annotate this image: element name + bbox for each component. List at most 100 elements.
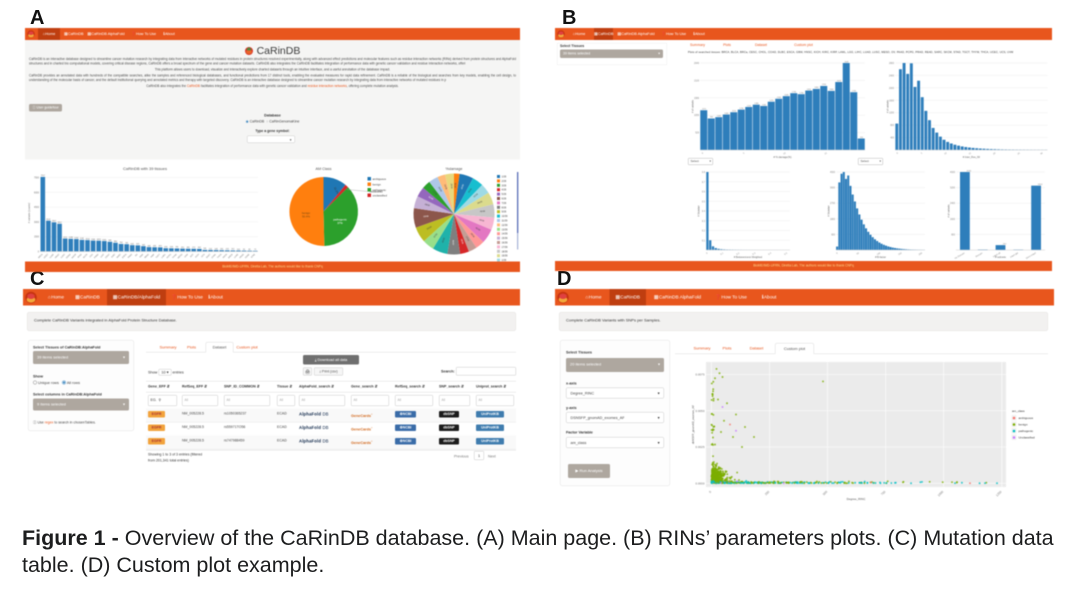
svg-text:28/39: 28/39 xyxy=(470,233,475,239)
svg-text:37/39: 37/39 xyxy=(434,233,439,239)
svg-text:17/39: 17/39 xyxy=(502,246,509,249)
svg-text:1470: 1470 xyxy=(769,100,773,102)
svg-text:1000: 1000 xyxy=(717,115,721,117)
svg-text:444: 444 xyxy=(147,245,150,247)
svg-text:143: 143 xyxy=(215,248,218,250)
svg-text:1810: 1810 xyxy=(807,89,811,91)
svg-text:1800: 1800 xyxy=(829,89,833,91)
svg-text:# of variants: # of variants xyxy=(692,99,695,113)
svg-text:10: 10 xyxy=(944,152,948,155)
svg-text:112: 112 xyxy=(231,249,234,251)
svg-text:# of variants: # of variants xyxy=(948,204,951,218)
svg-text:7/39: 7/39 xyxy=(502,202,507,205)
svg-text:PAAD: PAAD xyxy=(127,253,133,259)
svg-text:3122: 3122 xyxy=(46,219,50,221)
svg-text:STAD: STAD xyxy=(77,253,83,259)
svg-text:benign: benign xyxy=(302,211,311,215)
svg-text:pathogenic: pathogenic xyxy=(1019,429,1034,433)
svg-text:4000: 4000 xyxy=(967,170,972,172)
svg-text:1250: 1250 xyxy=(995,490,1003,498)
svg-text:1/39: 1/39 xyxy=(502,176,507,179)
svg-text:TGCT: TGCT xyxy=(156,253,162,259)
svg-text:UCS: UCS xyxy=(201,253,206,258)
svg-text:LUSC: LUSC xyxy=(61,253,67,259)
svg-text:2812: 2812 xyxy=(57,222,61,224)
svg-text:152: 152 xyxy=(209,248,212,250)
svg-text:36/39: 36/39 xyxy=(468,188,473,194)
svg-text:SARC: SARC xyxy=(116,253,122,259)
svg-text:0: 0 xyxy=(896,152,899,155)
svg-text:1080: 1080 xyxy=(724,113,728,115)
svg-text:333: 333 xyxy=(164,246,167,248)
svg-text:0.1: 0.1 xyxy=(720,252,724,256)
svg-text:am_class: am_class xyxy=(1012,409,1025,413)
svg-text:ambiguous: ambiguous xyxy=(1019,416,1034,420)
svg-text:10: 10 xyxy=(783,152,787,155)
svg-text:READ: READ xyxy=(144,253,150,259)
svg-text:dbNSFP_gnomAD_exomes_AF: dbNSFP_gnomAD_exomes_AF xyxy=(691,405,695,444)
svg-text:0.8: 0.8 xyxy=(702,172,706,174)
svg-text:0.7: 0.7 xyxy=(702,182,706,184)
svg-text:15: 15 xyxy=(824,152,828,155)
svg-text:150: 150 xyxy=(898,252,903,256)
svg-text:HNSD: HNSD xyxy=(239,253,245,259)
svg-text:DLBC: DLBC xyxy=(206,253,212,259)
svg-text:unclassified: unclassified xyxy=(373,194,388,198)
svg-text:1181: 1181 xyxy=(80,238,84,240)
svg-text:50: 50 xyxy=(856,252,860,255)
svg-text:Dom+Interf: Dom+Interf xyxy=(1025,252,1037,260)
svg-text:16/39: 16/39 xyxy=(502,242,509,245)
svg-text:4000: 4000 xyxy=(950,172,956,174)
svg-text:32/39: 32/39 xyxy=(473,193,479,198)
svg-text:2000: 2000 xyxy=(889,88,895,90)
svg-text:27/39: 27/39 xyxy=(465,236,470,242)
svg-text:1310: 1310 xyxy=(747,105,751,107)
svg-text:No Domain: No Domain xyxy=(955,252,966,260)
svg-text:LAML: LAML xyxy=(161,252,167,258)
svg-text:11.1%: 11.1% xyxy=(333,186,340,195)
svg-text:HNSC: HNSC xyxy=(55,253,61,259)
svg-text:THCA: THCA xyxy=(216,253,222,259)
svg-text:262: 262 xyxy=(198,247,201,249)
svg-text:2119: 2119 xyxy=(694,80,700,82)
svg-text:5: 5 xyxy=(743,152,746,155)
svg-text:0: 0 xyxy=(702,152,705,155)
svg-text:764: 764 xyxy=(119,242,122,244)
svg-text:1730: 1730 xyxy=(792,91,796,93)
svg-text:SKCM: SKCM xyxy=(72,254,78,260)
svg-text:GBM: GBM xyxy=(139,254,144,259)
svg-text:1/39: 1/39 xyxy=(502,259,507,262)
svg-text:SKCA: SKCA xyxy=(222,253,228,259)
svg-text:281: 281 xyxy=(187,247,190,249)
svg-text:37%: 37% xyxy=(337,221,343,225)
svg-text:63/39: 63/39 xyxy=(423,216,429,219)
svg-text:3600: 3600 xyxy=(830,188,836,190)
svg-text:46/39: 46/39 xyxy=(475,227,481,232)
svg-text:COAD: COAD xyxy=(65,253,72,260)
svg-text:15/39: 15/39 xyxy=(502,237,509,240)
svg-text:71: 71 xyxy=(254,249,256,251)
svg-text:272: 272 xyxy=(192,247,195,249)
svg-text:THYM: THYM xyxy=(172,254,178,260)
svg-text:13/39: 13/39 xyxy=(502,228,509,231)
svg-text:39/39: 39/39 xyxy=(477,201,483,205)
svg-text:BLCA: BLCA xyxy=(82,253,88,259)
svg-text:KIRP: KIRP xyxy=(151,253,156,258)
svg-text:41/39: 41/39 xyxy=(453,239,455,245)
svg-text:642: 642 xyxy=(131,243,134,245)
svg-text:542: 542 xyxy=(142,244,145,246)
svg-text:3000: 3000 xyxy=(34,222,40,224)
svg-text:2070: 2070 xyxy=(837,80,841,82)
svg-text:1262: 1262 xyxy=(74,237,78,239)
svg-text:2649: 2649 xyxy=(694,63,700,65)
svg-text:3300: 3300 xyxy=(1038,184,1043,186)
svg-text:0.2: 0.2 xyxy=(702,231,706,233)
svg-text:122: 122 xyxy=(226,249,229,251)
svg-text:# variants (counts): # variants (counts) xyxy=(28,203,31,224)
svg-text:2957: 2957 xyxy=(52,221,56,223)
svg-text:350: 350 xyxy=(860,137,863,139)
svg-text:8/39: 8/39 xyxy=(502,206,507,209)
svg-text:LUAE: LUAE xyxy=(233,253,239,259)
svg-text:0: 0 xyxy=(38,252,40,254)
svg-text:1950: 1950 xyxy=(822,84,826,86)
